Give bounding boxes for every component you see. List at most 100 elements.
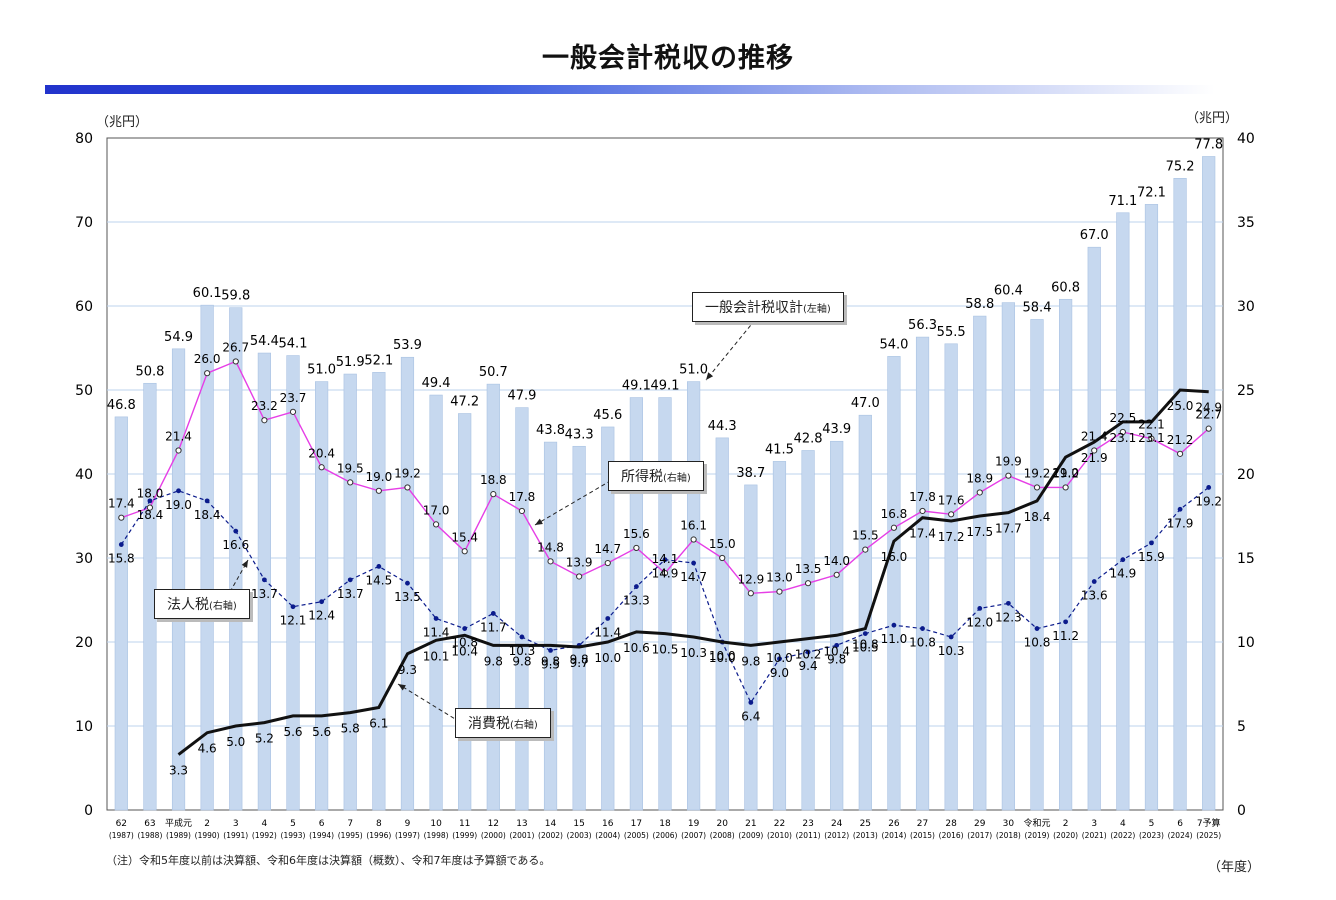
- x-axis-year-label: (2004): [595, 831, 620, 840]
- x-axis-year-label: (2012): [824, 831, 849, 840]
- label-income-tax: 17.0: [423, 503, 450, 517]
- point-corporate-tax: [176, 488, 181, 494]
- x-axis-category-label: 63: [144, 819, 155, 829]
- label-consumption-tax: 16.0: [881, 550, 908, 564]
- x-axis-category-label: 11: [459, 819, 470, 829]
- x-axis-year-label: (2001): [509, 831, 534, 840]
- point-corporate-tax: [777, 656, 782, 662]
- callout-consumption-tax: 消費税(右軸): [455, 708, 551, 738]
- label-income-tax: 26.0: [194, 352, 221, 366]
- bar-general-tax: [1173, 178, 1187, 811]
- label-corporate-tax: 12.3: [995, 610, 1022, 624]
- point-corporate-tax: [319, 599, 325, 605]
- x-axis-category-label: 26: [888, 819, 900, 829]
- x-axis-year-label: (2018): [996, 831, 1021, 840]
- label-consumption-tax: 17.7: [995, 522, 1022, 536]
- label-general-tax: 54.4: [250, 334, 279, 349]
- point-income-tax: [261, 417, 268, 424]
- x-axis-year-label: (2006): [653, 831, 678, 840]
- label-corporate-tax: 9.5: [541, 657, 560, 671]
- bar-general-tax: [830, 440, 844, 811]
- label-corporate-tax: 9.8: [570, 652, 589, 666]
- x-axis-year-label: (2005): [624, 831, 649, 840]
- x-axis-year-label: (1994): [309, 831, 334, 840]
- label-general-tax: 43.9: [822, 422, 851, 437]
- label-consumption-tax: 10.0: [766, 651, 793, 665]
- x-axis-category-label: 6: [319, 819, 325, 829]
- x-axis-category-label: 29: [974, 819, 986, 829]
- label-income-tax: 26.7: [222, 340, 249, 354]
- x-axis-year-label: (2016): [939, 831, 964, 840]
- label-consumption-tax: 17.4: [909, 527, 936, 541]
- label-corporate-tax: 18.4: [194, 508, 221, 522]
- point-income-tax: [747, 590, 754, 597]
- label-income-tax: 14.1: [652, 552, 679, 566]
- label-general-tax: 59.8: [221, 289, 250, 304]
- left-axis-tick-label: 50: [75, 383, 93, 399]
- x-axis-year-label: (2021): [1082, 831, 1107, 840]
- label-corporate-tax: 11.4: [423, 625, 450, 639]
- point-corporate-tax: [462, 626, 468, 631]
- bar-general-tax: [801, 450, 815, 811]
- label-corporate-tax: 10.0: [709, 649, 736, 663]
- label-consumption-tax: 5.6: [312, 725, 331, 739]
- label-income-tax: 19.2: [1024, 466, 1051, 480]
- x-axis-year-label: (1996): [366, 831, 391, 840]
- callout-arrowhead: [241, 560, 248, 568]
- callout-corporate-tax: 法人税(右軸): [154, 589, 250, 619]
- label-income-tax: 23.2: [251, 399, 278, 413]
- label-general-tax: 55.5: [937, 325, 966, 340]
- x-axis-year-label: (1992): [252, 831, 277, 840]
- x-axis-category-label: 7: [347, 819, 353, 829]
- point-corporate-tax: [662, 557, 668, 563]
- label-general-tax: 72.1: [1137, 185, 1166, 200]
- point-income-tax: [461, 548, 468, 555]
- point-income-tax: [1176, 450, 1184, 457]
- label-general-tax: 51.0: [307, 363, 336, 378]
- label-income-tax: 14.7: [594, 542, 621, 556]
- callout-arrowhead: [706, 372, 714, 380]
- bar-general-tax: [114, 416, 128, 811]
- bar-general-tax: [1202, 156, 1216, 811]
- bar-general-tax: [315, 381, 329, 811]
- label-general-tax: 38.7: [736, 466, 765, 481]
- label-consumption-tax: 10.0: [709, 651, 736, 665]
- point-income-tax: [1033, 484, 1041, 491]
- point-corporate-tax: [519, 634, 525, 640]
- right-axis-tick-label: 30: [1237, 299, 1255, 315]
- label-corporate-tax: 11.2: [1052, 629, 1079, 643]
- label-general-tax: 47.2: [450, 395, 479, 410]
- bar-general-tax: [1001, 302, 1015, 811]
- right-axis-tick-label: 0: [1237, 803, 1246, 819]
- point-corporate-tax: [891, 622, 897, 628]
- x-axis-year-label: (2014): [881, 831, 906, 840]
- right-axis-tick-label: 15: [1237, 551, 1255, 567]
- callout-consumption-tax-label: 消費税: [468, 716, 510, 732]
- right-axis-tick-label: 10: [1237, 635, 1255, 651]
- point-corporate-tax: [261, 577, 267, 583]
- x-axis-category-label: 7予算: [1197, 817, 1221, 829]
- label-general-tax: 43.8: [536, 423, 565, 438]
- label-general-tax: 56.3: [908, 318, 937, 333]
- label-income-tax: 18.0: [137, 487, 164, 501]
- label-income-tax: 19.9: [995, 455, 1022, 469]
- right-axis-tick-label: 25: [1237, 383, 1255, 399]
- point-corporate-tax: [748, 700, 754, 705]
- label-general-tax: 54.1: [279, 337, 308, 352]
- bar-general-tax: [744, 484, 758, 811]
- bar-general-tax: [915, 336, 930, 811]
- bar-general-tax: [486, 383, 500, 811]
- point-corporate-tax: [1091, 579, 1097, 584]
- right-axis-tick-label: 40: [1237, 131, 1255, 147]
- label-income-tax: 18.9: [966, 471, 993, 485]
- bar-general-tax: [687, 381, 701, 811]
- point-corporate-tax: [1005, 600, 1011, 606]
- point-income-tax: [633, 544, 640, 552]
- callout-arrow: [705, 319, 756, 381]
- callout-corporate-tax-axis: (右軸): [209, 601, 237, 612]
- point-corporate-tax: [920, 626, 925, 631]
- point-corporate-tax: [204, 498, 210, 504]
- x-axis-category-label: 10: [430, 819, 442, 829]
- point-corporate-tax: [433, 616, 439, 621]
- point-income-tax: [118, 514, 125, 521]
